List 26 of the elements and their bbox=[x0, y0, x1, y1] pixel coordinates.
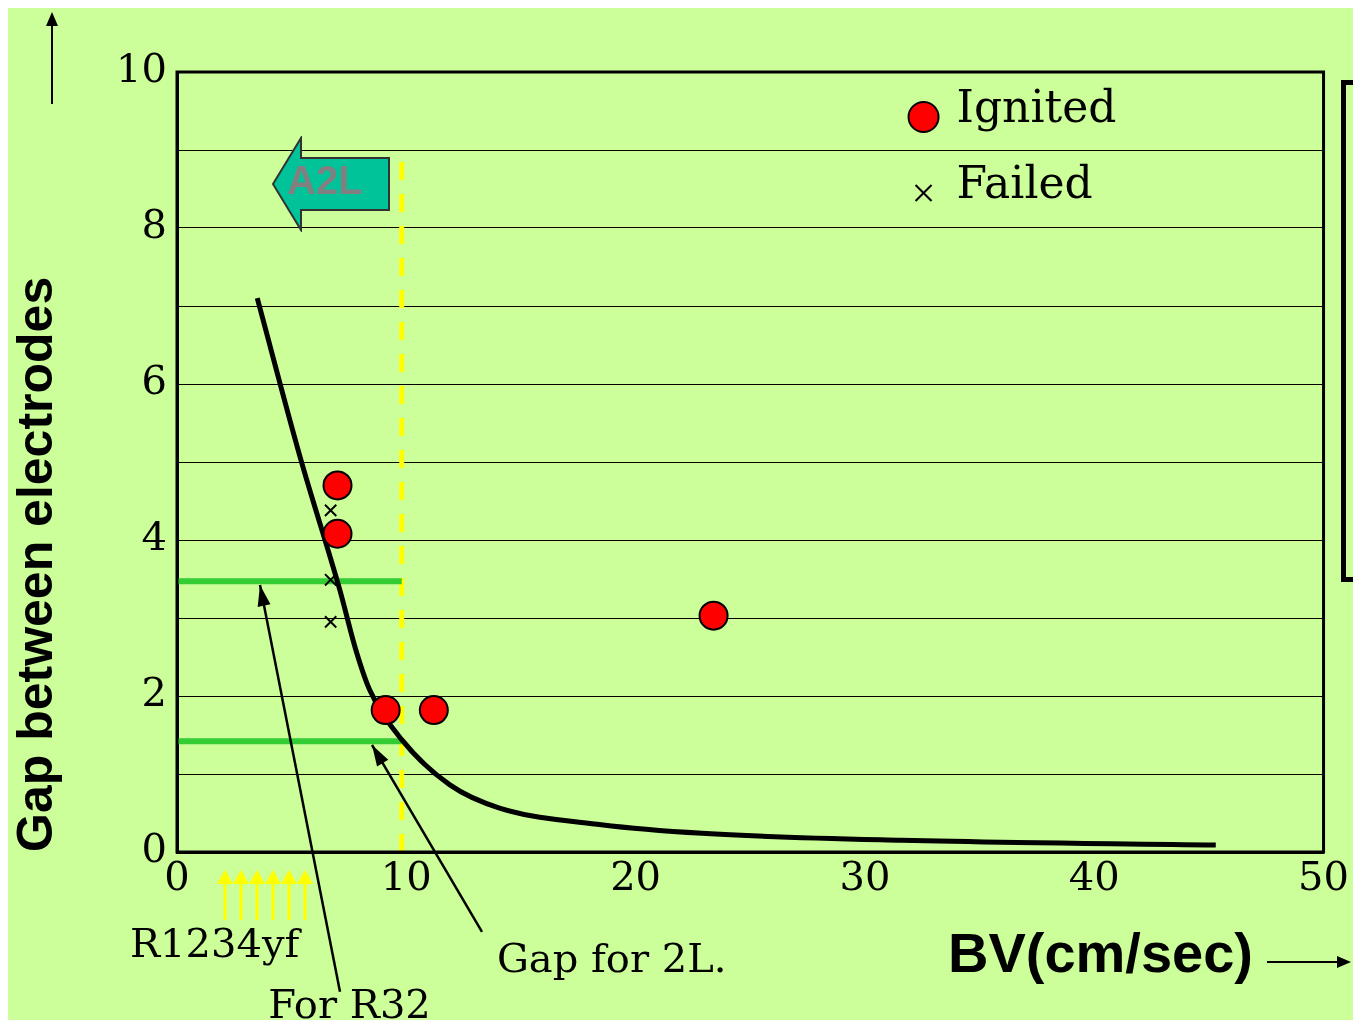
point bbox=[698, 600, 729, 631]
point bbox=[370, 695, 401, 726]
y-tick-label: 4 bbox=[141, 513, 167, 560]
point bbox=[323, 503, 338, 518]
legend-label: Failed bbox=[956, 157, 1093, 209]
x-tick-label: 50 bbox=[1298, 853, 1349, 900]
y-tick-label: 6 bbox=[141, 357, 167, 404]
y-axis-title: Gap between electrodes bbox=[6, 276, 63, 852]
x-axis-title: BV(cm/sec) bbox=[947, 920, 1253, 985]
annotation: For R32 bbox=[268, 981, 431, 1020]
x-tick-label: 40 bbox=[1068, 853, 1120, 900]
y-tick-label: 2 bbox=[141, 669, 167, 716]
annotation: Gap for 2L. bbox=[496, 935, 727, 982]
x-tick-label: 10 bbox=[380, 853, 432, 900]
point bbox=[322, 470, 353, 501]
point bbox=[322, 518, 353, 549]
point bbox=[323, 615, 338, 629]
point bbox=[323, 573, 338, 587]
point bbox=[418, 695, 449, 726]
x-tick-label: 20 bbox=[610, 853, 662, 900]
text: R1234yf bbox=[130, 920, 303, 967]
annotation: A2L bbox=[287, 158, 363, 203]
y-tick-label: 8 bbox=[141, 201, 167, 248]
y-tick-label: 10 bbox=[116, 45, 167, 92]
legend-label: Ignited bbox=[956, 81, 1117, 133]
x-tick-label: 30 bbox=[839, 853, 891, 900]
